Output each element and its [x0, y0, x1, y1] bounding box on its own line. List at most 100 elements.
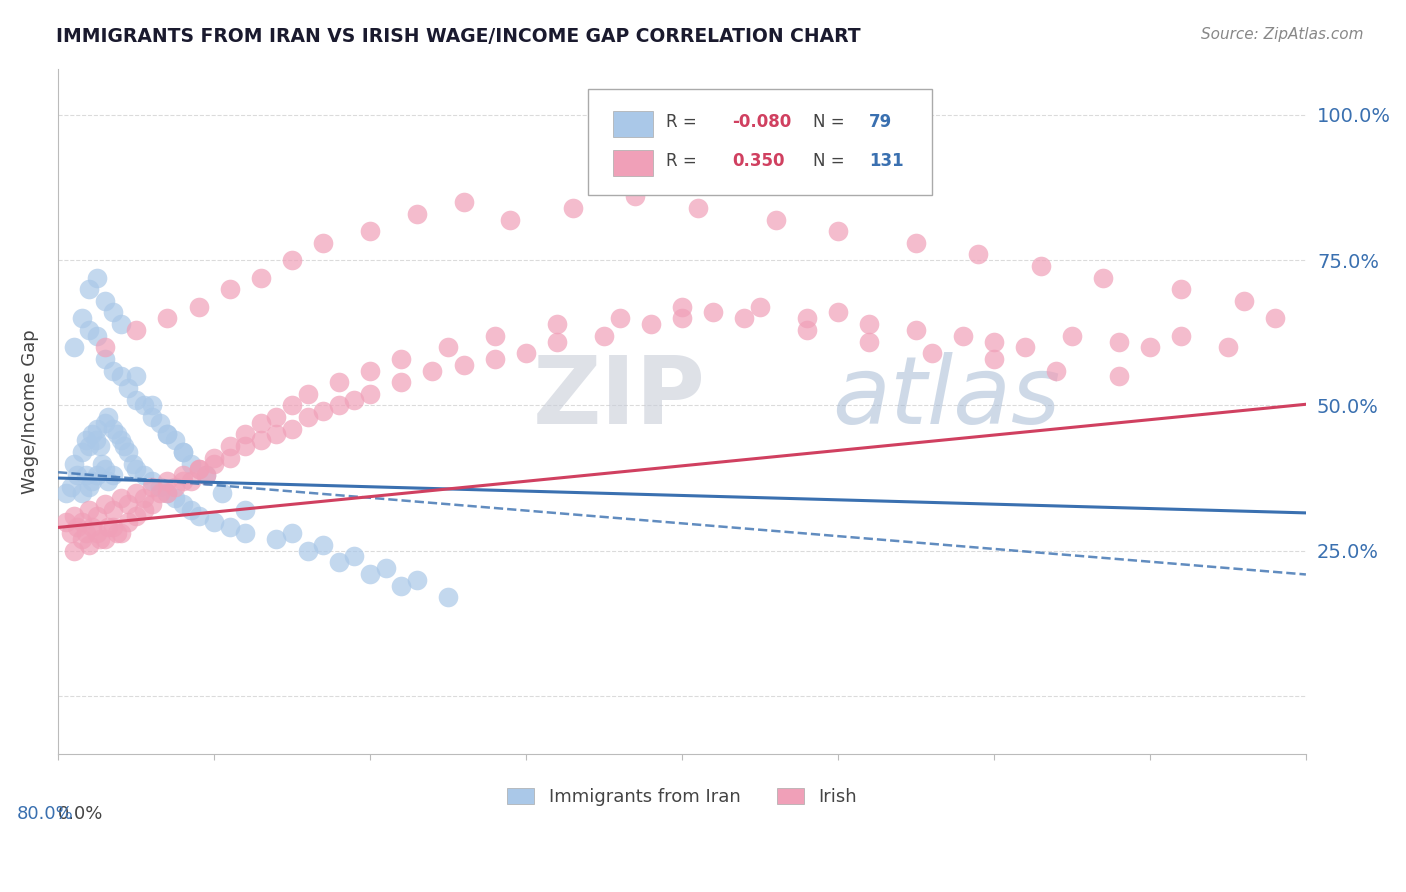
Point — [1170, 282, 1192, 296]
Point — [101, 363, 124, 377]
Point — [75, 434, 97, 448]
Text: 79: 79 — [869, 113, 893, 131]
Point — [125, 392, 148, 407]
Point — [218, 450, 240, 465]
Point — [172, 474, 194, 488]
Point — [640, 317, 662, 331]
Point — [328, 375, 350, 389]
Point — [515, 346, 537, 360]
Point — [148, 485, 170, 500]
Point — [593, 328, 616, 343]
Point — [297, 410, 319, 425]
Point — [546, 317, 568, 331]
Point — [904, 323, 927, 337]
Point — [297, 386, 319, 401]
Point — [437, 590, 460, 604]
Point — [172, 445, 194, 459]
Point — [195, 468, 218, 483]
Point — [1139, 340, 1161, 354]
Point — [266, 427, 288, 442]
Point — [110, 369, 132, 384]
Point — [484, 351, 506, 366]
Point — [105, 526, 128, 541]
Point — [94, 532, 117, 546]
Point — [343, 549, 366, 564]
Point — [82, 520, 104, 534]
Point — [389, 578, 412, 592]
Point — [312, 235, 335, 250]
Point — [62, 508, 84, 523]
Point — [389, 375, 412, 389]
Point — [156, 485, 179, 500]
Point — [921, 346, 943, 360]
Point — [79, 439, 101, 453]
Point — [1108, 369, 1130, 384]
Point — [202, 515, 225, 529]
Point — [101, 468, 124, 483]
FancyBboxPatch shape — [613, 150, 654, 176]
Point — [1092, 270, 1115, 285]
Point — [671, 300, 693, 314]
Point — [281, 399, 304, 413]
Point — [312, 404, 335, 418]
Point — [86, 270, 108, 285]
Point — [79, 323, 101, 337]
Point — [671, 311, 693, 326]
Point — [359, 363, 381, 377]
Text: 0.350: 0.350 — [733, 152, 785, 170]
Point — [70, 311, 93, 326]
Point — [132, 399, 155, 413]
Point — [89, 532, 111, 546]
Point — [858, 317, 880, 331]
Point — [1014, 340, 1036, 354]
Point — [281, 253, 304, 268]
Point — [1060, 328, 1083, 343]
Point — [187, 462, 209, 476]
Point — [422, 363, 444, 377]
Point — [156, 311, 179, 326]
Point — [765, 212, 787, 227]
Point — [55, 485, 77, 500]
Text: N =: N = — [813, 152, 849, 170]
Point — [110, 526, 132, 541]
Point — [1170, 328, 1192, 343]
Point — [70, 515, 93, 529]
Point — [156, 474, 179, 488]
Point — [86, 508, 108, 523]
Point — [180, 457, 202, 471]
Point — [79, 503, 101, 517]
Point — [180, 503, 202, 517]
Point — [94, 462, 117, 476]
Point — [733, 311, 755, 326]
Point — [117, 381, 139, 395]
Point — [125, 462, 148, 476]
Point — [266, 532, 288, 546]
Point — [195, 468, 218, 483]
Point — [156, 427, 179, 442]
Legend: Immigrants from Iran, Irish: Immigrants from Iran, Irish — [501, 780, 865, 814]
Point — [233, 439, 256, 453]
Point — [97, 520, 120, 534]
Point — [117, 445, 139, 459]
Point — [389, 351, 412, 366]
Point — [94, 416, 117, 430]
Point — [211, 485, 233, 500]
Point — [59, 480, 82, 494]
Point — [94, 497, 117, 511]
Point — [328, 555, 350, 569]
Point — [281, 526, 304, 541]
Point — [187, 508, 209, 523]
Point — [1216, 340, 1239, 354]
Text: IMMIGRANTS FROM IRAN VS IRISH WAGE/INCOME GAP CORRELATION CHART: IMMIGRANTS FROM IRAN VS IRISH WAGE/INCOM… — [56, 27, 860, 45]
Point — [297, 543, 319, 558]
Point — [218, 439, 240, 453]
Point — [62, 543, 84, 558]
Point — [141, 410, 163, 425]
Point — [70, 532, 93, 546]
Point — [117, 497, 139, 511]
Point — [79, 538, 101, 552]
Point — [62, 340, 84, 354]
Text: 131: 131 — [869, 152, 904, 170]
Point — [359, 566, 381, 581]
Point — [218, 282, 240, 296]
